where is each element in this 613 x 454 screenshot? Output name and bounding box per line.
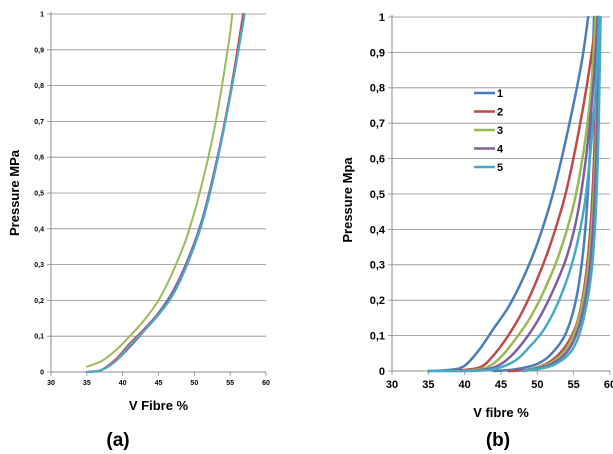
y-tick-label-a-9: 0,9: [34, 47, 44, 54]
x-tick-label-a-6: 60: [262, 380, 270, 387]
x-tick-label-a-4: 50: [190, 380, 198, 387]
y-tick-label-a-1: 0,1: [34, 334, 44, 341]
x-tick-label-a-1: 35: [83, 380, 91, 387]
series-line-b-1: [427, 15, 590, 373]
legend-label-3: 3: [497, 125, 503, 137]
series-line-a-3: [85, 13, 234, 368]
series-line-b-5: [427, 15, 601, 373]
y-tick-label-b-2: 0,2: [370, 295, 385, 307]
x-tick-label-b-5: 55: [568, 379, 580, 391]
series-return-line-b-5: [521, 15, 602, 373]
x-axis-title-a: V Fibre %: [129, 398, 189, 413]
x-tick-label-a-3: 45: [155, 380, 163, 387]
legend-label-2: 2: [497, 107, 503, 119]
y-tick-label-a-7: 0,7: [34, 119, 44, 126]
x-tick-label-b-0: 30: [386, 379, 398, 391]
x-tick-label-b-4: 50: [531, 379, 543, 391]
x-tick-label-b-2: 40: [459, 379, 471, 391]
y-tick-label-b-6: 0,6: [370, 153, 385, 165]
series-line-a-5: [85, 13, 246, 373]
y-tick-label-b-5: 0,5: [370, 189, 385, 201]
y-tick-label-b-9: 0,9: [370, 47, 385, 59]
y-tick-label-a-10: 1: [40, 11, 44, 18]
legend-label-4: 4: [497, 144, 504, 156]
series-line-b-4: [470, 15, 599, 373]
y-tick-label-a-4: 0,4: [34, 226, 44, 233]
y-tick-label-b-3: 0,3: [370, 260, 385, 272]
y-tick-label-b-10: 1: [379, 12, 385, 24]
series-line-b-3: [463, 15, 597, 373]
y-tick-label-b-4: 0,4: [370, 224, 386, 236]
y-tick-label-b-7: 0,7: [370, 118, 385, 130]
legend-label-1: 1: [497, 88, 503, 100]
x-tick-label-b-1: 35: [422, 379, 434, 391]
y-tick-label-b-1: 0,1: [370, 330, 385, 342]
y-tick-label-b-0: 0: [379, 366, 385, 378]
y-tick-label-a-2: 0,2: [34, 298, 44, 305]
x-tick-label-a-5: 55: [226, 380, 234, 387]
legend-label-5: 5: [497, 162, 503, 174]
y-tick-label-a-6: 0,6: [34, 155, 44, 162]
x-tick-label-a-2: 40: [119, 380, 127, 387]
series-line-b-2: [448, 15, 597, 373]
x-axis-title-b: V fibre %: [473, 405, 529, 420]
y-axis-title-a: Pressure MPa: [7, 149, 22, 236]
series-return-line-b-4: [521, 15, 601, 373]
chart-panel-a: 0 0,1 0,2 0,3 0,4 0,5 0,6 0,7 0,8 0,9 1 30 35 40 45 50 5…: [7, 11, 270, 451]
y-axis-title-b: Pressure Mpa: [340, 157, 355, 243]
x-tick-label-a-0: 30: [47, 380, 55, 387]
y-tick-label-a-0: 0: [40, 369, 44, 376]
x-tick-label-b-6: 60: [604, 379, 613, 391]
y-tick-label-b-8: 0,8: [370, 83, 385, 95]
y-tick-label-a-3: 0,3: [34, 262, 44, 269]
x-tick-label-b-3: 45: [495, 379, 507, 391]
panel-label-b: (b): [486, 430, 510, 451]
y-tick-label-a-8: 0,8: [34, 83, 44, 90]
panel-label-a: (a): [106, 430, 129, 451]
y-tick-label-a-5: 0,5: [34, 190, 44, 197]
